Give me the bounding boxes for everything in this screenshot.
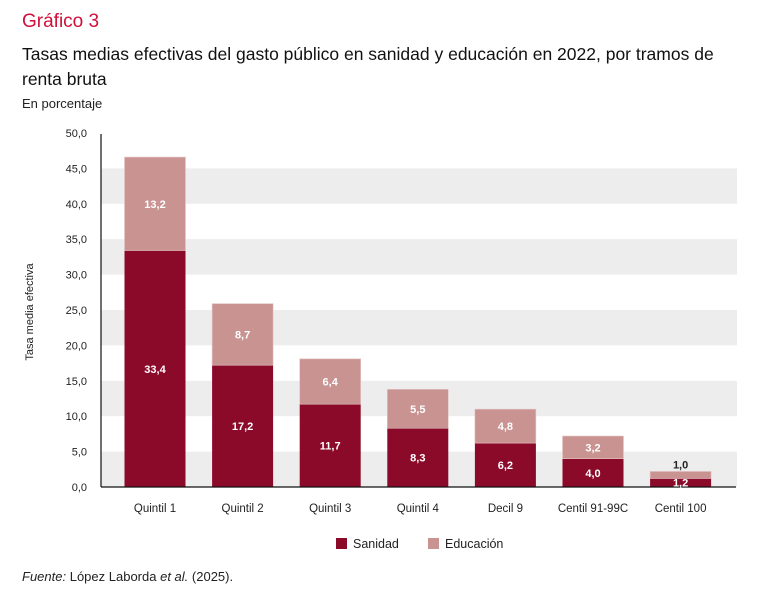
data-label-educacion: 8,7 — [235, 329, 250, 341]
data-label-sanidad: 11,7 — [320, 441, 341, 453]
data-label-sanidad: 6,2 — [498, 460, 513, 472]
source-etal: et al. — [160, 569, 189, 584]
x-tick-label: Quintil 4 — [397, 503, 440, 515]
data-label-educacion: 3,2 — [585, 442, 600, 454]
y-tick-label: 30,0 — [66, 270, 87, 282]
y-tick-label: 50,0 — [66, 128, 87, 140]
source-year: (2025). — [191, 569, 234, 584]
legend-swatch-sanidad — [336, 538, 347, 549]
data-label-sanidad: 8,3 — [410, 453, 425, 465]
source-authors: López Laborda — [69, 569, 157, 584]
legend-label-sanidad: Sanidad — [353, 537, 399, 551]
bar-sanidad — [299, 404, 361, 487]
y-tick-label: 0,0 — [72, 482, 87, 494]
data-labels: 33,4 13,2 17,2 8,7 11,7 6,4 8,3 5,5 6,2 4,8 4,0 3,2… — [144, 199, 688, 490]
bar-sanidad — [474, 443, 536, 487]
figure-number: Gráfico 3 — [22, 11, 100, 32]
bar-educacion — [386, 388, 449, 429]
source-label: Fuente: — [22, 569, 67, 584]
bar-educacion — [562, 435, 624, 459]
bars — [124, 156, 712, 487]
x-tick-label: Quintil 1 — [134, 503, 176, 515]
x-tick-label: Quintil 2 — [222, 503, 264, 515]
x-tick-label: Centil 100 — [655, 503, 707, 515]
data-label-sanidad: 33,4 — [144, 364, 166, 376]
y-tick-label: 25,0 — [66, 305, 87, 317]
data-label-sanidad: 4,0 — [585, 468, 600, 480]
y-tick-label: 45,0 — [66, 163, 87, 175]
data-label-educacion: 13,2 — [144, 199, 165, 211]
bar-educacion — [299, 358, 362, 405]
bar-sanidad — [387, 428, 449, 487]
bar-sanidad — [562, 458, 624, 487]
data-label-educacion: 6,4 — [323, 377, 339, 389]
y-tick-label: 20,0 — [66, 340, 87, 352]
y-tick-label: 35,0 — [66, 234, 87, 246]
data-label-educacion: 1,0 — [673, 459, 688, 471]
chart-subtitle: En porcentaje — [22, 96, 103, 111]
bar-sanidad — [212, 365, 274, 487]
grid-band — [101, 239, 737, 275]
axes: 0,0 5,0 10,0 15,0 20,0 25,0 30,0 35,0 40,0 45,0 50… — [66, 128, 736, 515]
grid-band — [101, 168, 737, 204]
bar-educacion — [211, 303, 274, 366]
source-note: Fuente: López Laborda et al. (2025). — [22, 569, 233, 584]
y-axis-label: Tasa media efectiva — [24, 263, 36, 361]
y-tick-label: 5,0 — [72, 447, 87, 459]
data-label-educacion: 5,5 — [410, 404, 425, 416]
bar-educacion — [124, 156, 186, 251]
y-tick-label: 40,0 — [66, 199, 87, 211]
y-tick-label: 15,0 — [66, 376, 87, 388]
x-tick-label: Quintil 3 — [309, 503, 351, 515]
data-label-sanidad: 17,2 — [232, 421, 253, 433]
data-label-sanidad: 1,2 — [673, 478, 688, 490]
bar-sanidad — [124, 250, 186, 487]
chart-title: Tasas medias efectivas del gasto público… — [22, 44, 714, 89]
legend-swatch-educacion — [428, 538, 439, 549]
grid-band — [101, 310, 737, 346]
x-tick-label: Decil 9 — [488, 503, 523, 515]
bar-educacion — [474, 408, 537, 444]
legend-label-educacion: Educación — [445, 537, 503, 551]
data-label-educacion: 4,8 — [498, 421, 513, 433]
bar-educacion — [649, 471, 712, 479]
x-tick-label: Centil 91-99C — [558, 503, 628, 515]
bar-sanidad — [650, 478, 712, 487]
legend: Sanidad Educación — [336, 537, 503, 551]
y-tick-label: 10,0 — [66, 411, 87, 423]
